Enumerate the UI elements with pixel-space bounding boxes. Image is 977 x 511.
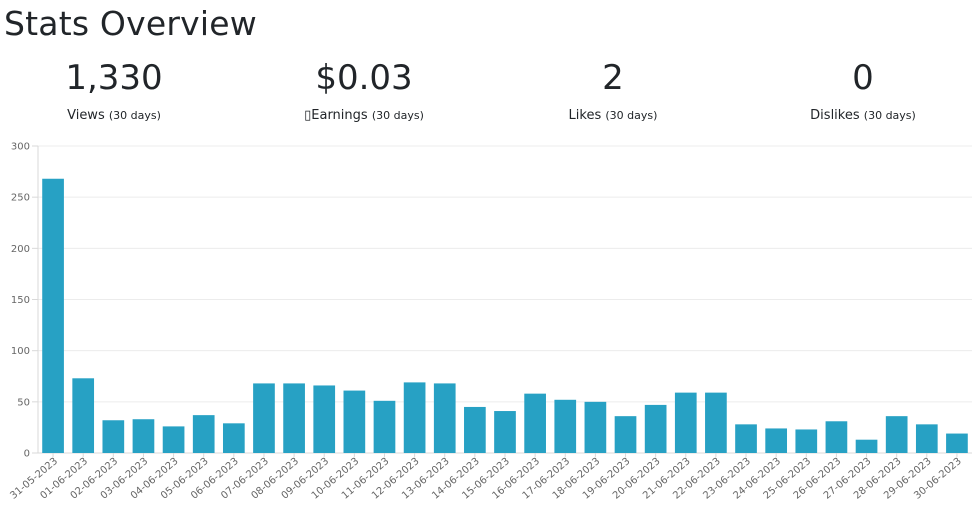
y-tick-label: 300 <box>11 142 30 153</box>
bar <box>584 401 607 453</box>
views-bar-chart: 05010015020025030031-05-202301-06-202302… <box>8 142 972 502</box>
bar <box>433 383 456 453</box>
stat-value: $0.03 <box>315 58 413 98</box>
bar <box>644 404 667 453</box>
bar <box>464 406 486 453</box>
bar <box>795 429 818 453</box>
stat-value: 0 <box>852 58 874 98</box>
stat-dislikes: 0 Dislikes (30 days) <box>743 56 977 123</box>
bar <box>373 400 396 453</box>
stat-label: ▯Earnings (30 days) <box>244 108 484 123</box>
bar <box>313 385 336 453</box>
bar <box>705 392 727 453</box>
bar <box>253 383 275 453</box>
bar <box>403 382 426 453</box>
bar <box>72 378 95 453</box>
stat-value: 2 <box>602 58 624 98</box>
stats-summary: 1,330 Views (30 days) $0.03 ▯Earnings (3… <box>0 56 977 136</box>
stat-period: (30 days) <box>605 109 658 122</box>
stat-period: (30 days) <box>371 109 424 122</box>
bar <box>343 390 366 453</box>
bar <box>674 392 697 453</box>
bar <box>554 399 577 453</box>
bar <box>855 439 878 453</box>
bar <box>915 424 938 453</box>
stat-label: Likes (30 days) <box>493 108 733 123</box>
bar <box>132 419 155 453</box>
stat-period: (30 days) <box>863 109 916 122</box>
bar <box>283 383 305 453</box>
stat-label-text: Dislikes <box>810 108 860 123</box>
stat-value: 1,330 <box>65 58 163 98</box>
y-tick-label: 100 <box>11 346 30 357</box>
y-tick-label: 150 <box>11 295 30 306</box>
bar <box>614 416 637 453</box>
bar <box>192 415 215 453</box>
stat-views: 1,330 Views (30 days) <box>0 56 234 123</box>
bar <box>825 421 848 453</box>
page-title: Stats Overview <box>4 4 257 43</box>
bar <box>946 433 968 453</box>
bar <box>162 426 185 453</box>
stat-earnings: $0.03 ▯Earnings (30 days) <box>244 56 484 123</box>
stat-likes: 2 Likes (30 days) <box>493 56 733 123</box>
bar <box>102 420 125 453</box>
y-tick-label: 0 <box>24 449 30 460</box>
bar <box>222 423 245 453</box>
bar <box>524 393 546 453</box>
bar <box>885 416 908 453</box>
y-tick-label: 50 <box>17 397 30 408</box>
stat-label: Dislikes (30 days) <box>743 108 977 123</box>
bar <box>42 178 64 453</box>
bar <box>735 424 757 453</box>
y-tick-label: 250 <box>11 193 30 204</box>
stat-label-text: ▯Earnings <box>304 108 368 123</box>
bar <box>494 411 516 453</box>
stat-label-text: Views <box>67 108 105 123</box>
stat-label-text: Likes <box>568 108 602 123</box>
y-tick-label: 200 <box>11 244 30 255</box>
bar <box>765 428 788 453</box>
stat-period: (30 days) <box>108 109 161 122</box>
stat-label: Views (30 days) <box>0 108 234 123</box>
